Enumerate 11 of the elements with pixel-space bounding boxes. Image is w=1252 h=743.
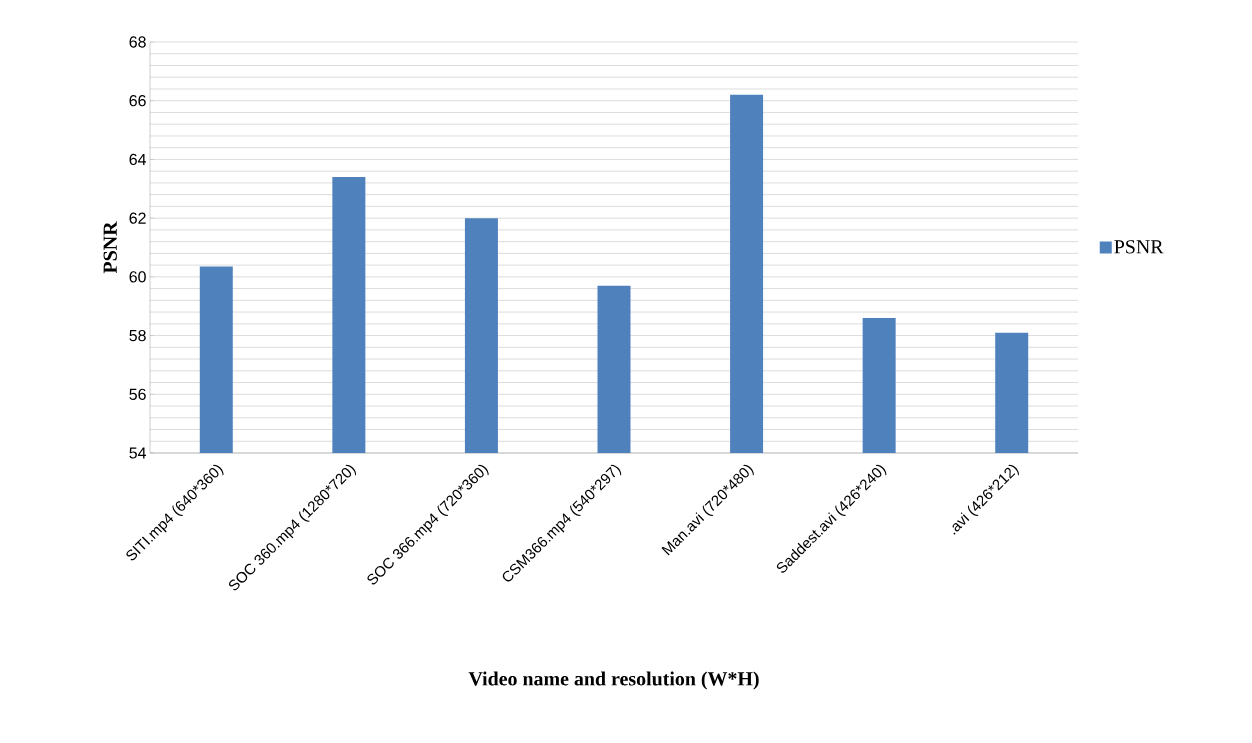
y-tick-label: 66 bbox=[129, 95, 146, 107]
y-tick-label: 54 bbox=[129, 447, 146, 459]
y-tick-label: 68 bbox=[129, 36, 146, 48]
y-tick-label: 60 bbox=[129, 271, 146, 283]
legend-label: PSNR bbox=[1114, 240, 1164, 254]
y-tick-label: 56 bbox=[129, 388, 146, 400]
y-tick-label: 64 bbox=[129, 153, 146, 166]
y-tick-label: 58 bbox=[129, 329, 146, 342]
y-axis-title: PSNR bbox=[103, 221, 117, 274]
y-tick-label: 62 bbox=[129, 212, 146, 224]
x-axis-title: Video name and resolution (W*H) bbox=[468, 671, 759, 690]
